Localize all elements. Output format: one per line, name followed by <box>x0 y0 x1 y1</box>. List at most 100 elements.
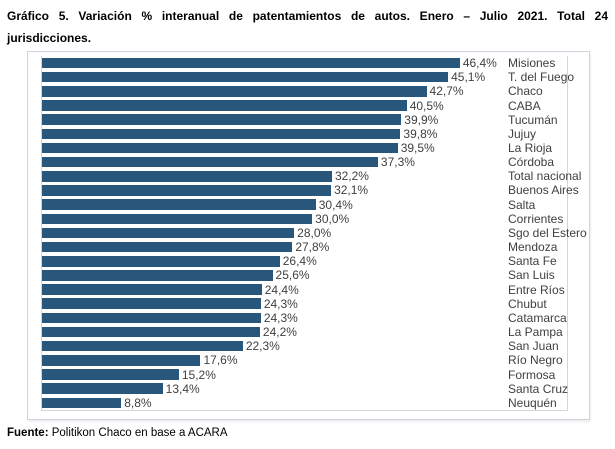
category-label: Salta <box>508 197 536 212</box>
category-label: Total nacional <box>508 169 582 184</box>
value-label: 24,3% <box>263 296 298 311</box>
category-label: Entre Ríos <box>508 282 565 297</box>
value-label: 30,0% <box>315 211 350 226</box>
value-label: 45,1% <box>451 70 486 85</box>
category-label: Formosa <box>508 367 556 382</box>
plot-area: 46,4% Misiones 45,1% T. del Fuego 42,7% Chaco… <box>41 56 587 411</box>
bar <box>42 397 122 409</box>
bar <box>42 185 332 196</box>
bar-row: 39,5% La Rioja <box>42 141 567 155</box>
bar-row: 28,0% Sgo del Estero <box>42 225 587 240</box>
category-label: Córdoba <box>508 155 555 170</box>
category-label: Sgo del Estero <box>508 225 587 240</box>
bar <box>42 86 427 97</box>
bar-row: 30,0% Corrientes <box>42 212 567 226</box>
category-label: Misiones <box>508 56 556 71</box>
category-label: Mendoza <box>508 240 558 255</box>
bar <box>42 256 280 267</box>
value-label: 26,4% <box>282 254 317 269</box>
value-label: 32,2% <box>334 169 369 184</box>
category-label: Catamarca <box>508 310 567 325</box>
value-label: 27,8% <box>295 240 330 255</box>
bar-row: 22,3% San Juan <box>42 339 567 353</box>
value-label: 28,0% <box>297 225 332 240</box>
bar <box>42 213 313 225</box>
bar-row: 42,7% Chaco <box>42 84 567 98</box>
value-label: 32,1% <box>334 183 369 198</box>
bar <box>42 57 460 69</box>
chart-container: 46,4% Misiones 45,1% T. del Fuego 42,7% Chaco… <box>27 51 590 420</box>
bar <box>42 298 261 309</box>
bar <box>42 227 295 239</box>
bar-row: 24,4% Entre Ríos <box>42 283 567 297</box>
bar-row: 46,4% Misiones <box>42 56 567 70</box>
category-label: Tucumán <box>508 112 558 127</box>
bar-row: 30,4% Salta <box>42 198 567 212</box>
category-label: San Juan <box>508 339 559 354</box>
bar <box>42 142 398 154</box>
value-label: 39,5% <box>400 141 435 156</box>
category-label: Corrientes <box>508 211 564 226</box>
value-label: 40,5% <box>409 98 444 113</box>
value-label: 15,2% <box>181 367 216 382</box>
value-label: 39,9% <box>404 112 439 127</box>
bar-row: 24,3% Chubut <box>42 297 567 311</box>
value-label: 24,4% <box>264 282 299 297</box>
bar-row: 37,3% Córdoba <box>42 155 567 169</box>
bar-row: 27,8% Mendoza <box>42 240 567 254</box>
category-label: Chaco <box>508 84 543 99</box>
bar <box>42 100 407 111</box>
value-label: 8,8% <box>124 395 152 410</box>
category-label: Buenos Aires <box>508 183 579 198</box>
bar-row: 13,4% Santa Cruz <box>42 381 569 396</box>
bar <box>42 241 293 253</box>
value-label: 17,6% <box>203 353 238 368</box>
bar-row: 26,4% Santa Fe <box>42 254 567 268</box>
bar-row: 25,6% San Luis <box>42 268 567 282</box>
category-label: CABA <box>508 98 541 113</box>
category-label: San Luis <box>508 268 555 283</box>
bar-row: 32,2% Total nacional <box>42 169 581 184</box>
category-label: Río Negro <box>508 353 563 368</box>
bar-row: 39,9% Tucumán <box>42 113 567 127</box>
category-label: La Rioja <box>508 141 553 156</box>
bar-row: 45,1% T. del Fuego <box>42 70 574 85</box>
category-label: Neuquén <box>508 395 557 410</box>
bar <box>42 326 260 338</box>
bar-row: 24,3% Catamarca <box>42 311 567 325</box>
chart-title-line1: Gráfico 5. Variación % interanual de pat… <box>7 9 608 23</box>
bar <box>42 312 261 324</box>
category-label: Santa Cruz <box>508 381 569 396</box>
bar-row: 39,8% Jujuy <box>42 127 567 141</box>
bar <box>42 114 402 125</box>
category-label: Jujuy <box>508 126 537 141</box>
bar-row: 24,2% La Pampa <box>42 325 567 339</box>
category-label: Santa Fe <box>508 254 557 269</box>
value-label: 39,8% <box>403 126 438 141</box>
value-label: 30,4% <box>318 197 353 212</box>
bar-row: 17,6% Río Negro <box>42 353 567 367</box>
category-label: T. del Fuego <box>508 70 575 85</box>
bar <box>42 171 332 182</box>
value-label: 24,3% <box>263 310 298 325</box>
category-label: La Pampa <box>508 325 563 340</box>
bar <box>42 383 163 394</box>
bar <box>42 340 243 352</box>
value-label: 25,6% <box>275 268 310 283</box>
value-label: 37,3% <box>380 155 415 170</box>
chart-title-line2: jurisdicciones. <box>7 31 92 45</box>
source-text: Politikon Chaco en base a ACARA <box>48 427 228 439</box>
value-label: 24,2% <box>262 325 297 340</box>
bar-row: 8,8% Neuquén <box>42 396 567 410</box>
bar-row: 32,1% Buenos Aires <box>42 183 579 198</box>
bar <box>42 156 378 168</box>
chart-title: Gráfico 5. Variación % interanual de pat… <box>7 5 608 49</box>
bar <box>42 355 201 366</box>
bar <box>42 199 316 210</box>
bar-row: 15,2% Formosa <box>42 367 567 381</box>
source-label: Fuente: <box>7 427 49 439</box>
bar-row: 40,5% CABA <box>42 98 567 112</box>
category-label: Chubut <box>508 296 547 311</box>
value-label: 22,3% <box>245 339 280 354</box>
